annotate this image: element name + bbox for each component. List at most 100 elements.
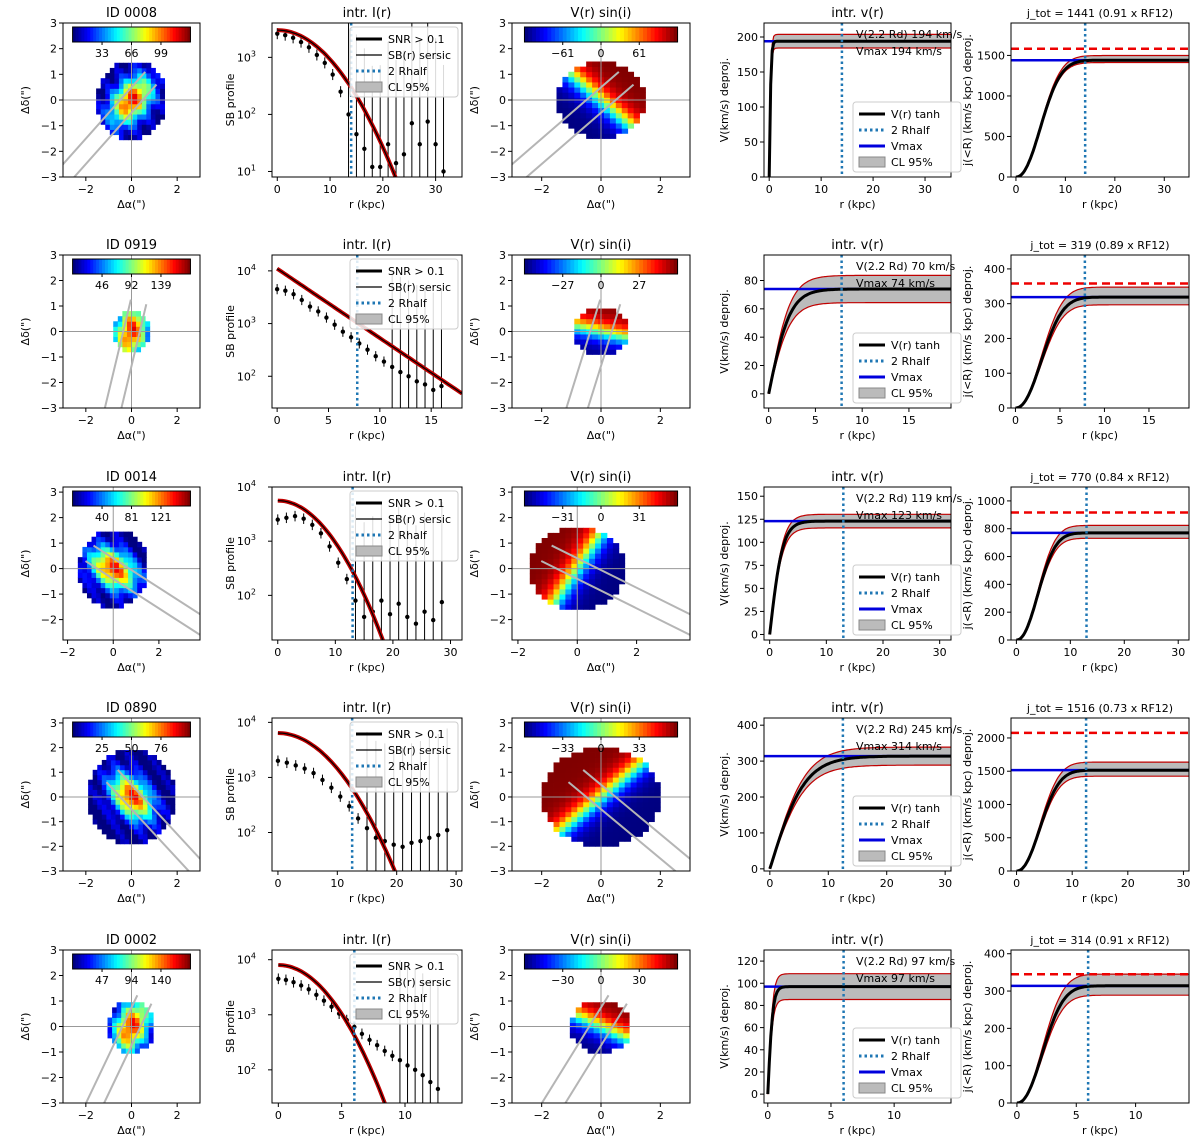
flux-pixel <box>109 108 115 115</box>
flux-pixel <box>155 93 161 100</box>
colorbar-step <box>524 954 529 969</box>
vel-pixel <box>609 344 617 350</box>
colorbar-step <box>140 259 144 274</box>
colorbar-step <box>601 491 606 506</box>
vel-pixel <box>623 1032 630 1039</box>
flux-pixel <box>161 769 167 776</box>
colorbar-step <box>116 27 121 42</box>
flux-pixel <box>123 134 129 141</box>
flux-pixel <box>116 1002 122 1008</box>
vel-pixel <box>575 1032 583 1039</box>
colorbar-step <box>673 259 679 274</box>
colorbar-tick-label: 47 <box>95 974 109 987</box>
vel-pixel <box>603 123 611 129</box>
colorbar-step <box>597 954 602 969</box>
flux-y-tick-label: 1 <box>50 68 57 81</box>
flux-pixel <box>120 819 126 825</box>
vel-pixel <box>565 801 572 808</box>
legend-label: 2 Rhalf <box>891 587 931 600</box>
flux-pixel <box>109 88 115 94</box>
vel-y-tick-label: −3 <box>490 865 506 878</box>
colorbar-step <box>113 491 118 506</box>
vel-pixel <box>642 777 649 783</box>
j-y-tick-label: 1000 <box>977 798 1005 811</box>
flux-pixel <box>131 326 137 332</box>
vel-pixel <box>606 594 614 600</box>
vel-pixel <box>601 821 608 827</box>
colorbar-step <box>650 722 656 737</box>
legend-label: CL 95% <box>388 545 430 558</box>
vel-pixel <box>565 796 572 803</box>
vel-pixel <box>624 757 632 763</box>
flux-pixel <box>82 577 88 584</box>
vel-pixel <box>599 1017 606 1024</box>
vel-pixel <box>593 1017 600 1024</box>
vel-pixel <box>562 112 569 119</box>
y-axis-label: SB profile <box>224 305 237 358</box>
vel-pixel <box>592 107 599 114</box>
sb-data-point <box>359 1031 365 1037</box>
flux-pixel <box>114 541 120 548</box>
flux-pixel <box>97 824 103 830</box>
vel-pixel <box>559 782 566 788</box>
flux-pixel <box>82 557 88 563</box>
colorbar-step <box>589 27 594 42</box>
rot-y-tick-label: 0 <box>751 628 758 641</box>
vel-pixel <box>541 563 548 569</box>
vel-pixel <box>547 787 554 793</box>
flux-map-guides <box>63 718 200 871</box>
rot-x-tick-label: 0 <box>765 414 772 427</box>
colorbar-step <box>131 27 135 42</box>
colorbar-step <box>555 491 560 506</box>
flux-pixel <box>128 103 134 110</box>
colorbar-step <box>551 491 556 506</box>
colorbar-step <box>104 954 109 969</box>
flux-pixel <box>86 587 92 594</box>
flux-map-guides <box>63 950 200 1103</box>
colorbar-step <box>149 27 153 42</box>
colorbar-step <box>184 722 188 737</box>
rot-y-tick-label: 100 <box>737 827 758 840</box>
colorbar-step <box>593 259 598 274</box>
vel-pixel <box>601 777 608 783</box>
sb-data-point <box>276 976 281 981</box>
vel-pixel <box>627 71 635 78</box>
flux-y-tick-label: −1 <box>41 816 57 829</box>
j-x-tick-label: 0 <box>1012 414 1019 427</box>
vel-pixel <box>639 87 646 93</box>
flux-pixel <box>109 541 115 548</box>
j-x-tick-label: 15 <box>1142 414 1156 427</box>
vel-pixel <box>593 1007 600 1013</box>
vel-pixel <box>601 538 608 544</box>
flux-pixel <box>110 829 116 835</box>
vel-pixel <box>568 112 575 119</box>
flux-pixel <box>139 1002 145 1008</box>
vel-pixel <box>623 1037 630 1044</box>
flux-pixel <box>109 572 115 578</box>
vel-pixel <box>636 787 643 793</box>
colorbar-step <box>128 259 132 274</box>
flux-pixel <box>132 546 138 553</box>
colorbar-step <box>578 259 583 274</box>
flux-pixel <box>144 1007 150 1013</box>
flux-pixel <box>116 1043 122 1049</box>
colorbar-step <box>635 491 640 506</box>
flux-pixel <box>106 789 112 795</box>
vel-pixel <box>593 1037 600 1044</box>
flux-pixel <box>97 779 103 786</box>
flux-pixel <box>134 1012 140 1018</box>
slit-line <box>63 71 146 166</box>
flux-pixel <box>133 759 139 766</box>
flux-pixel <box>100 577 106 584</box>
vel-pixel <box>553 599 560 605</box>
colorbar-step <box>166 722 171 737</box>
vel-pixel <box>609 102 617 109</box>
vel-pixel <box>559 594 566 600</box>
vel-pixel <box>642 801 649 808</box>
vel-pixel <box>586 313 593 320</box>
colorbar-step <box>589 491 594 506</box>
colorbar-step <box>635 27 640 42</box>
rot-plot-area <box>764 718 951 871</box>
flux-pixel <box>110 789 116 795</box>
vel-pixel <box>541 806 548 813</box>
